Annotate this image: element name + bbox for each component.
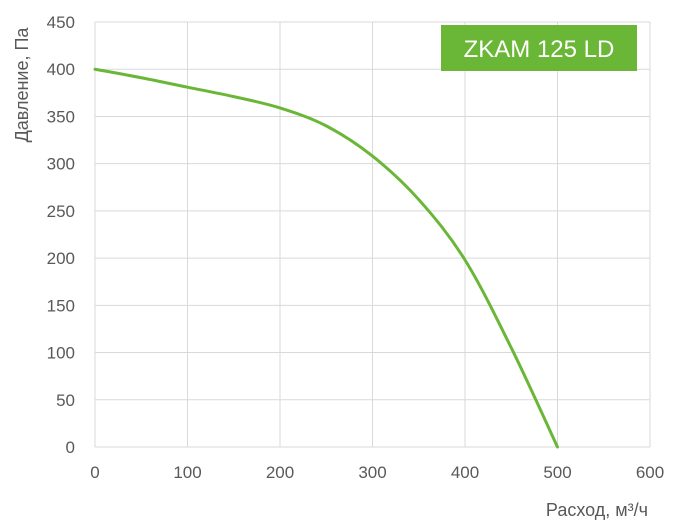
y-tick-label: 400 <box>47 60 75 79</box>
y-tick-label: 300 <box>47 155 75 174</box>
y-tick-label: 250 <box>47 202 75 221</box>
y-tick-labels: 0 50 100 150 200 250 300 350 400 450 <box>47 13 75 457</box>
x-tick-label: 500 <box>543 463 571 482</box>
y-tick-label: 100 <box>47 344 75 363</box>
y-tick-label: 150 <box>47 296 75 315</box>
y-tick-label: 450 <box>47 13 75 32</box>
series-layer <box>93 67 559 449</box>
x-tick-label: 600 <box>636 463 664 482</box>
model-badge-background <box>441 25 637 71</box>
x-tick-label: 0 <box>90 463 99 482</box>
model-badge-text: ZKAM 125 LD <box>464 36 615 63</box>
y-tick-label: 350 <box>47 107 75 126</box>
x-tick-labels: 0 100 200 300 400 500 600 <box>90 463 664 482</box>
x-tick-label: 100 <box>173 463 201 482</box>
model-badge: ZKAM 125 LD <box>441 25 637 71</box>
x-axis-title: Расход, м³/ч <box>546 500 648 520</box>
y-axis-title: Давление, Па <box>12 27 32 143</box>
annotation-layer: ZKAM 125 LD <box>441 25 637 71</box>
y-tick-label: 200 <box>47 249 75 268</box>
series-line <box>93 67 559 449</box>
y-tick-label: 0 <box>66 438 75 457</box>
x-tick-label: 300 <box>358 463 386 482</box>
x-tick-label: 200 <box>266 463 294 482</box>
x-tick-label: 400 <box>451 463 479 482</box>
y-tick-label: 50 <box>56 391 75 410</box>
grid-lines <box>94 21 651 448</box>
